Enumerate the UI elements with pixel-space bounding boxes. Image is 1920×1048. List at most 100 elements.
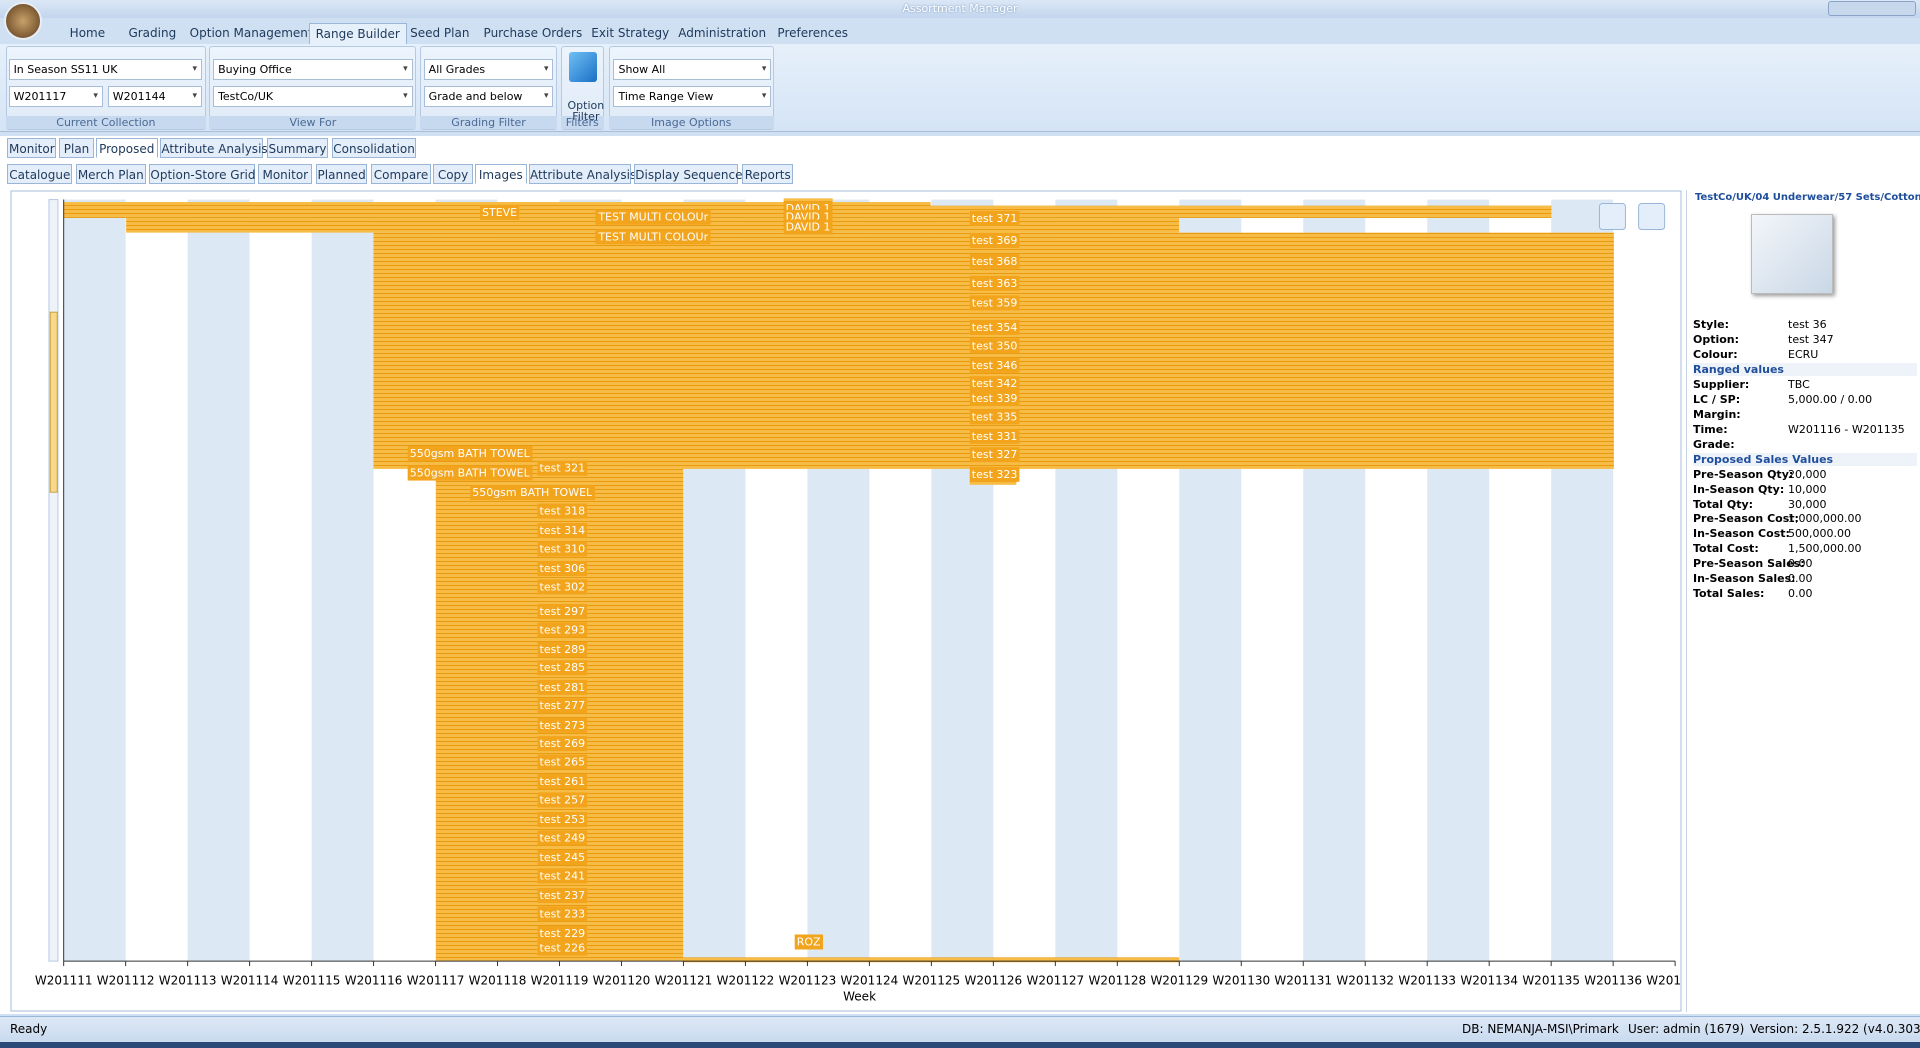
bar-label-bg (537, 906, 588, 922)
sub-tab[interactable]: Catalogue (7, 164, 73, 184)
view-tab[interactable]: Monitor (7, 138, 57, 158)
zoom-button[interactable] (1598, 202, 1626, 230)
view-tab[interactable]: Summary (266, 138, 329, 158)
menu-tab[interactable]: Preferences (777, 26, 848, 40)
bar-label-bg (969, 466, 1020, 482)
bar-label-bg (480, 204, 520, 220)
detail-label: In-Season Qty: (1693, 482, 1785, 496)
bar-label-bg (537, 792, 588, 808)
bar-label-bg (969, 376, 1020, 392)
bar-label: test 273 (540, 719, 586, 732)
bar-label: test 265 (540, 756, 586, 769)
zoom-button[interactable] (1638, 202, 1666, 230)
menu-tab[interactable]: Range Builder (308, 23, 407, 44)
view-tab[interactable]: Plan (58, 138, 95, 158)
bar-label-bg (537, 660, 588, 676)
sub-tab[interactable]: Reports (742, 164, 794, 184)
menu-tab[interactable]: Option Management (189, 26, 313, 40)
x-tick-label: W201122 (717, 973, 775, 987)
bar-label: test 342 (972, 377, 1018, 390)
detail-label: Grade: (1693, 437, 1735, 451)
bar-label: 550gsm BATH TOWEL (410, 467, 531, 480)
window-controls[interactable] (1828, 1, 1916, 16)
menu-tab[interactable]: Grading (128, 26, 177, 40)
bar-label: test 302 (540, 580, 586, 593)
menu-tab[interactable]: Administration (678, 26, 767, 40)
option-bar (683, 957, 1180, 963)
view-tab[interactable]: Consolidation (331, 138, 417, 158)
combo-box[interactable]: Buying Office (213, 58, 413, 80)
sub-tab[interactable]: Display Sequence (634, 164, 743, 184)
status-text: Ready (10, 1022, 48, 1036)
x-tick-label: W201133 (1398, 973, 1456, 987)
bar-label: test 277 (540, 699, 586, 712)
detail-value: 500,000.00 (1788, 527, 1851, 541)
detail-value: 1,000,000.00 (1788, 512, 1862, 526)
menu-tab[interactable]: Purchase Orders (483, 26, 583, 40)
option-filter-icon[interactable] (569, 52, 598, 82)
detail-label: Colour: (1693, 348, 1738, 362)
bar-label-bg (470, 485, 596, 501)
bar-label: ROZ (797, 935, 821, 948)
bar-label-bg (537, 736, 588, 752)
menu-tab[interactable]: Exit Strategy (591, 26, 670, 40)
sub-tab[interactable]: Option-Store Grid (149, 164, 255, 184)
bar-label-bg (969, 357, 1020, 373)
status-version: Version: 2.5.1.922 (v4.0.30319) (1750, 1022, 1920, 1036)
view-tab[interactable]: Attribute Analysis (160, 138, 268, 158)
detail-value: TBC (1788, 378, 1810, 392)
bar-label-bg (537, 925, 588, 941)
timeline-chart: STEVE TEST MULTI COLOUr TEST MULTI COLOUr D… (10, 190, 1682, 1012)
detail-label: In-Season Sales: (1693, 572, 1796, 586)
menu-tab[interactable]: Seed Plan (410, 26, 470, 40)
option-image (1751, 214, 1833, 294)
combo-box[interactable]: In Season SS11 UK (8, 58, 203, 80)
sub-tab[interactable]: Planned (315, 164, 368, 184)
bar-label: DAVID 1 (786, 220, 831, 233)
details-panel: TestCo/UK/04 Underwear/57 Sets/Cotton Se… (1686, 190, 1920, 1012)
bar-label-bg (537, 940, 588, 956)
combo-box[interactable]: W201117 (8, 85, 103, 107)
x-tick-label: W201136 (1584, 973, 1642, 987)
bar-label-bg (537, 717, 588, 733)
menu-tab[interactable]: Home (69, 26, 106, 40)
combo-box[interactable]: Show All (613, 58, 772, 80)
bar-label-bg (537, 830, 588, 846)
detail-label: In-Season Cost: (1693, 527, 1790, 541)
x-tick-label: W201127 (1026, 973, 1084, 987)
bar-label-bg (407, 465, 533, 481)
option-filter-button[interactable]: Option Filter (567, 98, 605, 123)
combo-box[interactable]: Time Range View (613, 85, 772, 107)
sub-tab[interactable]: Attribute Analysis (528, 164, 636, 184)
bar-label-bg (595, 229, 711, 245)
bar-label: test 245 (540, 851, 586, 864)
ribbon-group-label: Current Collection (6, 116, 206, 129)
sub-tab[interactable]: Copy (433, 164, 473, 184)
bar-label-bg (537, 774, 588, 790)
bar-label-bg (969, 253, 1020, 269)
week-band (187, 199, 250, 962)
bar-label-bg (969, 319, 1020, 335)
sub-tab[interactable]: Images (475, 164, 527, 184)
x-tick-label: W201115 (283, 973, 341, 987)
app-orb[interactable] (4, 2, 42, 40)
sub-tab[interactable]: Monitor (258, 164, 313, 184)
bar-label-bg (969, 210, 1020, 226)
combo-box[interactable]: Grade and below (423, 85, 554, 107)
bar-label: test 363 (972, 277, 1018, 290)
combo-box[interactable]: All Grades (423, 58, 554, 80)
combo-box[interactable]: W201144 (107, 85, 203, 107)
detail-label: Supplier: (1693, 378, 1750, 392)
bar-label: test 327 (972, 448, 1018, 461)
bar-label: test 310 (540, 542, 586, 555)
view-tab[interactable]: Proposed (95, 138, 158, 158)
x-tick-label: W201135 (1522, 973, 1580, 987)
bar-label: test 369 (972, 234, 1018, 247)
bar-label-bg (969, 295, 1020, 311)
sub-tab[interactable]: Merch Plan (75, 164, 146, 184)
sub-tab[interactable]: Compare (371, 164, 432, 184)
detail-value: test 36 (1788, 318, 1827, 332)
x-tick-label: W201120 (593, 973, 651, 987)
combo-box[interactable]: TestCo/UK (213, 85, 413, 107)
bar-label-bg (969, 428, 1020, 444)
